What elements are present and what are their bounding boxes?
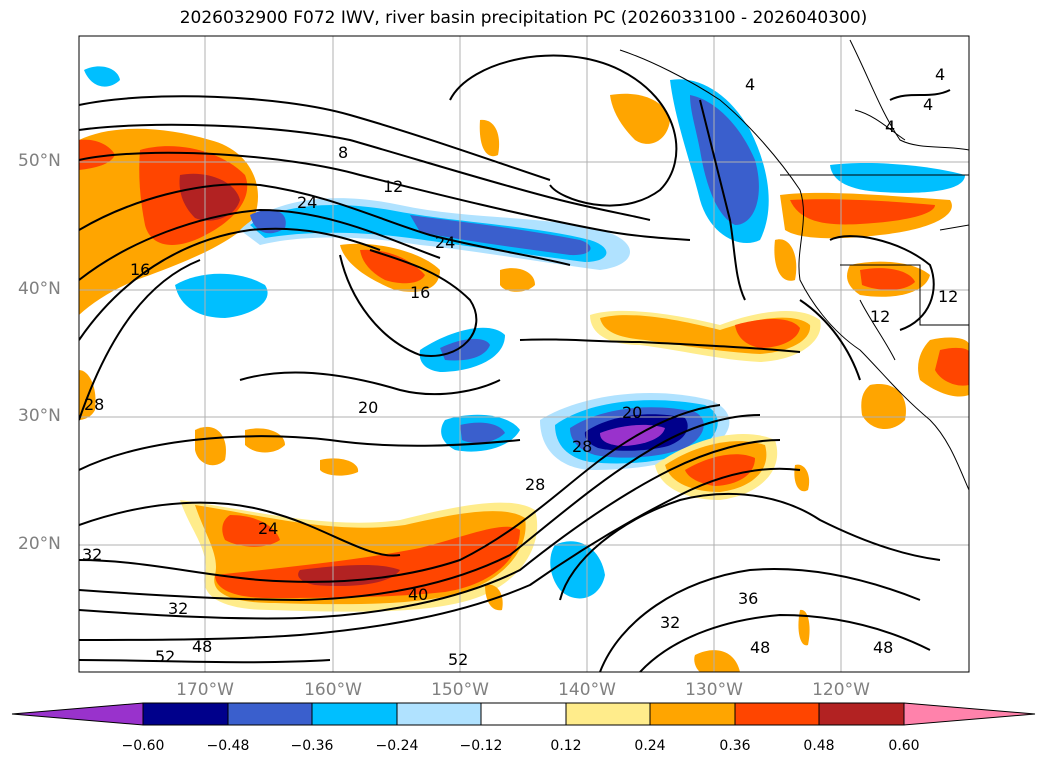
- contour-label: 48: [873, 638, 893, 657]
- lon-label: 140°W: [558, 680, 616, 700]
- colorbar-segment: [11, 702, 144, 726]
- contour-label: 12: [383, 177, 403, 196]
- graticule: [79, 36, 969, 672]
- colorbar-tick-label: −0.60: [121, 738, 165, 754]
- lon-label: 130°W: [685, 680, 743, 700]
- contour-label: 4: [885, 117, 895, 136]
- lat-label: 40°N: [18, 279, 61, 299]
- contour-label: 52: [155, 647, 175, 666]
- lon-label: 170°W: [176, 680, 234, 700]
- colorbar-segment: [818, 702, 905, 726]
- map-title: 2026032900 F072 IWV, river basin precipi…: [179, 8, 868, 28]
- contour-label: 4: [745, 75, 755, 94]
- contour-label: 24: [258, 519, 278, 538]
- colorbar-segment: [649, 702, 736, 726]
- colorbar-tick-label: 0.48: [803, 738, 835, 754]
- contour-label: 8: [338, 143, 348, 162]
- contour-label: 20: [358, 398, 378, 417]
- contour-label: 16: [130, 260, 150, 279]
- colorbar-tick-label: 0.36: [719, 738, 751, 754]
- colorbar-tick-label: −0.48: [206, 738, 250, 754]
- colorbar-segment: [903, 702, 1036, 726]
- colorbar-tick-label: −0.36: [290, 738, 334, 754]
- colorbar-segment: [734, 702, 820, 726]
- lon-label: 150°W: [431, 680, 489, 700]
- contour-label: 12: [938, 287, 958, 306]
- contour-label: 28: [525, 475, 545, 494]
- colorbar-segment: [480, 702, 567, 726]
- contour-label: 36: [738, 589, 758, 608]
- contour-label: 24: [297, 193, 317, 212]
- contour-label: 32: [168, 599, 188, 618]
- colorbar-tick-label: 0.60: [888, 738, 920, 754]
- colorbar: [11, 702, 1036, 726]
- contour-label: 12: [870, 307, 890, 326]
- contour-label: 4: [923, 95, 933, 114]
- lat-label: 20°N: [18, 534, 61, 554]
- contour-label: 48: [750, 638, 770, 657]
- colorbar-segment: [396, 702, 482, 726]
- contour-label: 28: [572, 437, 592, 456]
- lon-label: 160°W: [304, 680, 362, 700]
- contour-label: 24: [435, 233, 455, 252]
- contour-label: 28: [84, 395, 104, 414]
- iwv-contours: [79, 54, 951, 672]
- contour-label: 48: [192, 637, 212, 656]
- colorbar-segment: [142, 702, 229, 726]
- colorbar-segment: [227, 702, 313, 726]
- contour-label: 52: [448, 650, 468, 669]
- contour-label: 32: [82, 545, 102, 564]
- contour-label: 16: [410, 283, 430, 302]
- coastlines: [619, 39, 969, 491]
- shaded-anomalies: [79, 66, 969, 672]
- colorbar-tick-label: −0.12: [459, 738, 503, 754]
- contour-label: 20: [622, 403, 642, 422]
- colorbar-segment: [565, 702, 651, 726]
- colorbar-segment: [311, 702, 398, 726]
- contour-labels: 8 12 24 24 16 16 20 28 20 28 28 24 32 32…: [82, 65, 958, 669]
- lat-label: 30°N: [18, 406, 61, 426]
- colorbar-tick-label: −0.24: [375, 738, 419, 754]
- contour-label: 32: [660, 613, 680, 632]
- lon-label: 120°W: [812, 680, 870, 700]
- plot-frame: [78, 35, 970, 673]
- contour-label: 4: [935, 65, 945, 84]
- colorbar-tick-label: 0.12: [550, 738, 582, 754]
- colorbar-tick-label: 0.24: [634, 738, 666, 754]
- contour-label: 40: [408, 585, 428, 604]
- lat-label: 50°N: [18, 151, 61, 171]
